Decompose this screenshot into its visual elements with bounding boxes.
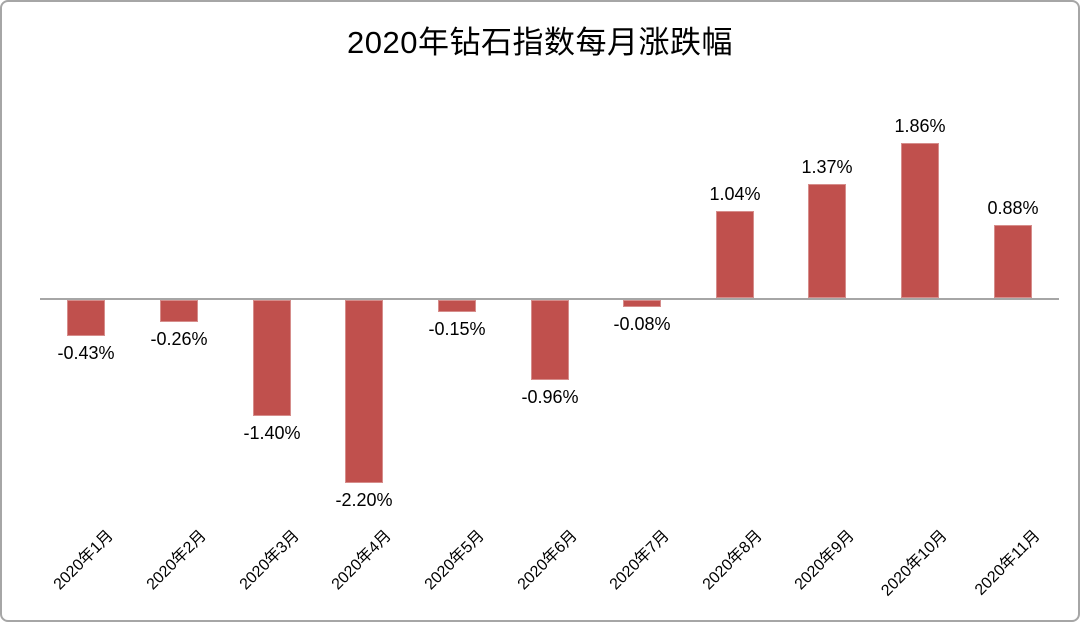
bar <box>994 225 1032 298</box>
x-axis-label: 2020年5月 <box>421 527 488 594</box>
bar <box>438 300 476 312</box>
x-axis-line <box>40 298 1059 300</box>
bar <box>901 143 939 298</box>
bar-value-label: -1.40% <box>243 423 301 443</box>
bar-value-label: -0.43% <box>57 343 115 363</box>
x-axis-label: 2020年3月 <box>236 527 303 594</box>
x-axis-label: 2020年1月 <box>50 527 117 594</box>
x-axis-label: 2020年2月 <box>143 527 210 594</box>
x-axis-label: 2020年6月 <box>514 527 581 594</box>
bar <box>623 300 661 307</box>
bar <box>67 300 105 336</box>
bar <box>808 184 846 298</box>
x-axis-label: 2020年9月 <box>791 527 858 594</box>
x-axis-label: 2020年4月 <box>328 527 395 594</box>
bar-value-label: -0.08% <box>613 314 671 334</box>
bar-value-label: -0.15% <box>428 319 486 339</box>
chart-title: 2020年钻石指数每月涨跌幅 <box>347 25 733 60</box>
bar-value-label: 0.88% <box>987 198 1039 218</box>
bar-value-label: -0.26% <box>150 329 208 349</box>
x-axis-label: 2020年10月 <box>877 527 951 600</box>
x-axis-label: 2020年11月 <box>971 527 1044 599</box>
bar-value-label: 1.04% <box>709 184 761 204</box>
bar-value-label: -2.20% <box>335 490 393 510</box>
bar <box>345 300 383 483</box>
x-axis-label: 2020年8月 <box>699 527 766 594</box>
bar <box>160 300 198 322</box>
bar <box>253 300 291 416</box>
bar <box>716 211 754 298</box>
bar-value-label: 1.37% <box>801 157 853 177</box>
bar <box>531 300 569 380</box>
bar-value-label: 1.86% <box>894 116 946 136</box>
bar-value-label: -0.96% <box>521 387 579 407</box>
x-axis-label: 2020年7月 <box>606 527 673 594</box>
